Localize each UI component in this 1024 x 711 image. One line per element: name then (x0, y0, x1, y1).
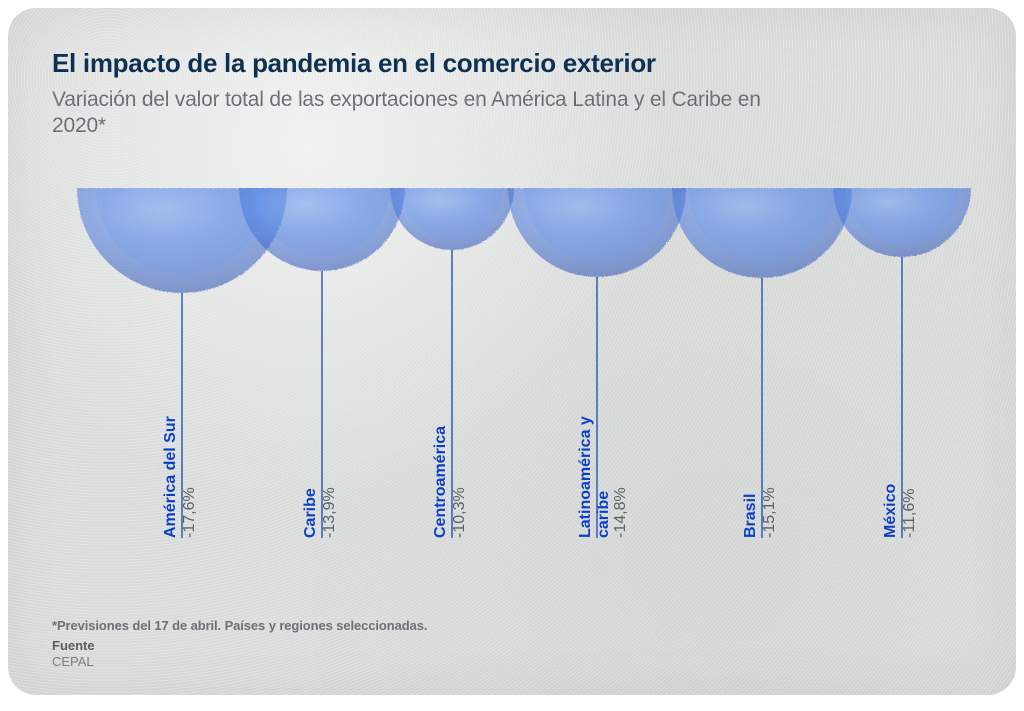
region-value-centroamerica: -10,3% (451, 487, 468, 538)
source-name: CEPAL (52, 654, 94, 669)
region-value-latam-caribe: -14,8% (612, 487, 629, 538)
region-label-mexico: México (882, 483, 899, 537)
chart-title: El impacto de la pandemia en el comercio… (52, 48, 972, 79)
region-value-mexico: -11,6% (901, 488, 918, 538)
source-label: Fuente (52, 638, 95, 653)
infographic-card: El impacto de la pandemia en el comercio… (8, 8, 1016, 695)
semicircle-chart: América del Sur-17,6% Caribe-13,9% Centroa… (52, 188, 972, 588)
region-label-caribe: Caribe (302, 488, 319, 538)
region-value-america-del-sur: -17,6% (181, 487, 198, 538)
region-label-latam-caribe: Latinoamérica ycaribe (577, 416, 612, 538)
region-value-caribe: -13,9% (321, 487, 338, 538)
chart-subtitle: Variación del valor total de las exporta… (52, 87, 772, 140)
region-label-america-del-sur: América del Sur (162, 416, 179, 538)
chart-svg: América del Sur-17,6% Caribe-13,9% Centroa… (52, 188, 972, 588)
chart-footnote: *Previsiones del 17 de abril. Países y r… (52, 618, 427, 633)
region-value-brasil: -15,1% (761, 487, 778, 538)
region-label-centroamerica: Centroamérica (432, 425, 449, 537)
region-label-brasil: Brasil (742, 493, 759, 537)
